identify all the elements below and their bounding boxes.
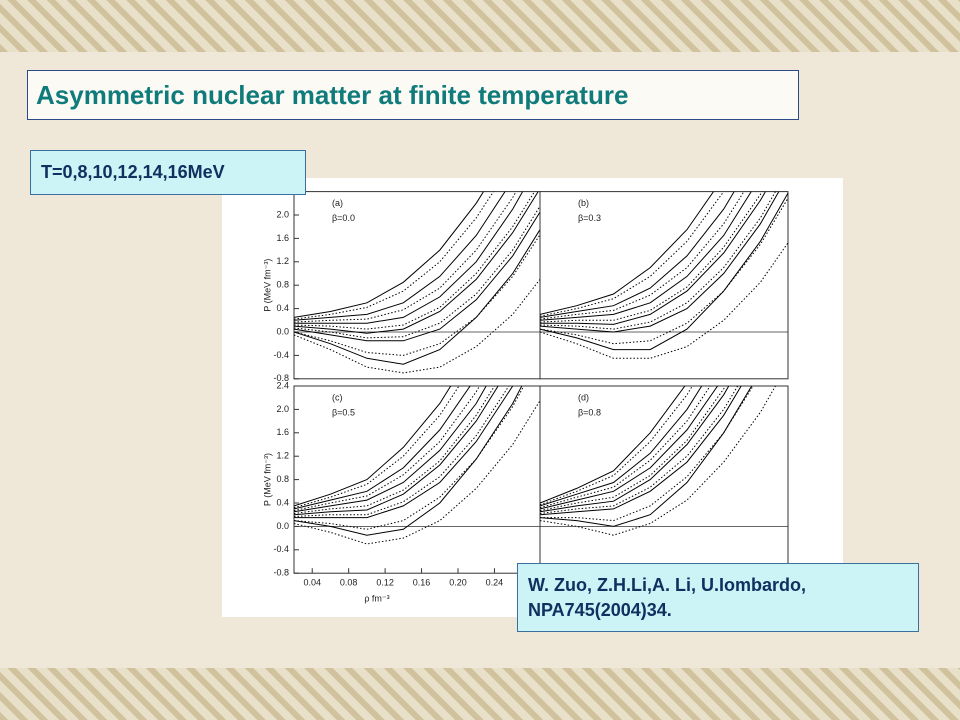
- top-border: [0, 0, 960, 52]
- curve: [540, 386, 719, 510]
- curve: [540, 191, 735, 318]
- bottom-border: [0, 668, 960, 720]
- curve: [294, 386, 499, 516]
- panel-label: (b): [578, 198, 589, 208]
- curve: [294, 386, 471, 510]
- curves: [540, 191, 788, 359]
- reference-line: NPA745(2004)34.: [528, 600, 672, 620]
- y-tick-label: -0.8: [273, 568, 289, 578]
- y-tick-label: 0.0: [276, 326, 289, 336]
- x-axis-label: ρ fm⁻³: [364, 594, 389, 604]
- panel-annotation: β=0.3: [578, 213, 601, 223]
- curve: [540, 191, 752, 321]
- curve: [294, 191, 536, 330]
- curve: [540, 241, 788, 359]
- curve: [540, 191, 780, 333]
- y-tick-label: 2.4: [276, 380, 289, 390]
- y-tick-label: 0.8: [276, 280, 289, 290]
- curve: [294, 191, 524, 324]
- y-tick-label: 1.6: [276, 427, 289, 437]
- curve: [540, 197, 788, 345]
- curve: [540, 386, 686, 504]
- curve: [540, 191, 745, 320]
- curve: [540, 386, 753, 527]
- panel-label: (c): [332, 392, 343, 402]
- curve: [540, 386, 777, 536]
- panel-annotation: β=0.0: [332, 213, 355, 223]
- curve: [540, 386, 703, 507]
- y-tick-label: 0.4: [276, 303, 289, 313]
- panel-label: (d): [578, 392, 589, 402]
- figure-background: [222, 178, 843, 617]
- y-axis-label: P (MeV fm⁻³): [262, 453, 272, 506]
- y-tick-label: 2.0: [276, 209, 289, 219]
- curve: [540, 191, 715, 315]
- curves: [540, 386, 777, 536]
- curve: [294, 386, 487, 513]
- curve: [540, 191, 767, 325]
- panel-frame: [539, 191, 789, 380]
- curves: [294, 191, 540, 374]
- curve: [540, 386, 754, 522]
- curve: [540, 192, 788, 351]
- curve: [540, 191, 725, 317]
- curve: [294, 386, 514, 519]
- curve: [294, 205, 540, 339]
- temperature-label: T=0,8,10,12,14,16MeV: [30, 150, 306, 195]
- x-tick-label: 0.20: [449, 578, 467, 588]
- panel-annotation: β=0.8: [578, 407, 601, 417]
- y-tick-label: 0.4: [276, 497, 289, 507]
- y-tick-label: 1.2: [276, 451, 289, 461]
- x-tick-label: 0.24: [486, 578, 504, 588]
- y-tick-label: 0.8: [276, 474, 289, 484]
- y-tick-label: -0.4: [273, 350, 289, 360]
- y-tick-label: 0.0: [276, 521, 289, 531]
- curve: [294, 211, 540, 342]
- y-tick-label: -0.8: [273, 373, 289, 383]
- curve: [540, 191, 763, 323]
- x-tick-label: 0.08: [340, 578, 358, 588]
- curve: [540, 386, 730, 513]
- y-tick-label: -0.4: [273, 544, 289, 554]
- curve: [294, 228, 540, 365]
- curve: [294, 191, 495, 320]
- y-tick-label: 1.2: [276, 256, 289, 266]
- y-axis-label: P (MeV fm⁻³): [262, 259, 272, 312]
- x-tick-label: 0.12: [376, 578, 394, 588]
- curve: [294, 386, 496, 514]
- curve: [294, 386, 510, 517]
- panel-annotation: β=0.5: [332, 407, 355, 417]
- x-tick-label: 0.04: [303, 578, 321, 588]
- curve: [540, 386, 739, 514]
- curve: [294, 191, 506, 321]
- x-tick-label: 0.16: [413, 578, 431, 588]
- y-tick-label: 1.6: [276, 233, 289, 243]
- curve: [540, 191, 777, 330]
- panel-label: (a): [332, 198, 343, 208]
- reference: W. Zuo, Z.H.Li,A. Li, U.Iombardo, NPA745…: [517, 563, 919, 632]
- curve: [294, 278, 540, 374]
- slide-title: Asymmetric nuclear matter at finite temp…: [27, 70, 799, 120]
- curve: [294, 386, 481, 512]
- curves: [294, 386, 540, 545]
- curve: [294, 399, 540, 545]
- curve: [294, 386, 525, 530]
- curve: [540, 386, 693, 506]
- curve: [294, 191, 485, 318]
- curve: [294, 386, 523, 536]
- curve: [294, 191, 517, 323]
- reference-line: W. Zuo, Z.H.Li,A. Li, U.Iombardo,: [528, 575, 806, 595]
- curve: [294, 191, 539, 334]
- curve: [294, 386, 452, 507]
- curve: [540, 386, 742, 516]
- y-tick-label: 2.0: [276, 404, 289, 414]
